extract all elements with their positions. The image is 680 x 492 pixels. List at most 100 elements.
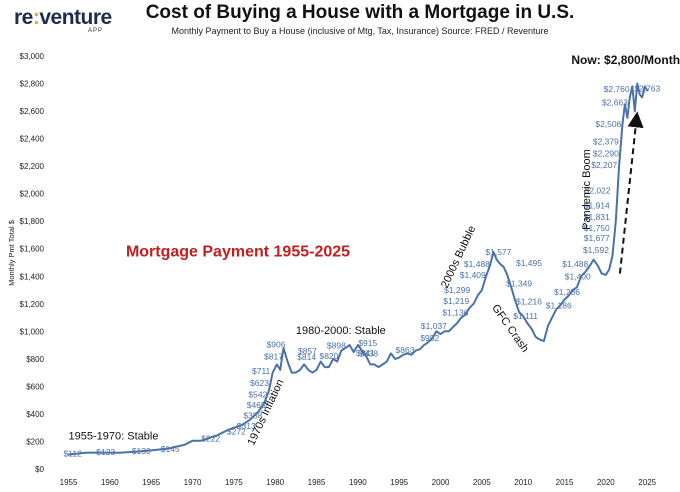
data-label: $857 bbox=[298, 346, 317, 356]
y-axis: $0 $200 $400 $600 $800 $1,000 $1,200 $1,400 $1,6… bbox=[20, 52, 45, 474]
x-tick-label: 1980 bbox=[266, 478, 284, 487]
data-label: $1,914 bbox=[584, 201, 610, 211]
data-label: $130 bbox=[132, 446, 151, 456]
chart-subtitle: Monthly Payment to Buy a House (inclusiv… bbox=[171, 26, 549, 36]
data-label: $863 bbox=[396, 345, 415, 355]
data-label: $1,216 bbox=[516, 297, 542, 307]
data-label: $1,488 bbox=[562, 259, 588, 269]
x-tick-label: 2020 bbox=[597, 478, 615, 487]
data-label: $906 bbox=[267, 339, 286, 349]
y-tick-label: $2,600 bbox=[20, 107, 45, 116]
y-tick-label: $2,800 bbox=[20, 80, 45, 89]
data-label: $915 bbox=[358, 338, 377, 348]
data-label: $2,506 bbox=[595, 119, 621, 129]
data-label: $2,022 bbox=[585, 186, 611, 196]
x-tick-label: 2000 bbox=[432, 478, 450, 487]
y-tick-label: $3,000 bbox=[20, 52, 45, 61]
y-tick-label: $400 bbox=[26, 410, 44, 419]
annotation: Mortgage Payment 1955-2025 bbox=[126, 243, 350, 260]
data-label: $1,488 bbox=[464, 259, 490, 269]
x-tick-label: 2010 bbox=[514, 478, 532, 487]
data-label: $711 bbox=[252, 366, 271, 376]
point-labels: $112 $123 $130 $145 $222 $272$313$388$465$542… bbox=[64, 84, 661, 459]
data-label: $1,299 bbox=[444, 285, 470, 295]
data-label: $1,592 bbox=[583, 245, 609, 255]
data-label: $814 bbox=[297, 352, 316, 362]
x-tick-label: 2015 bbox=[556, 478, 574, 487]
data-label: $838 bbox=[359, 349, 378, 359]
y-tick-label: $1,600 bbox=[20, 245, 45, 254]
data-label: $2,663 bbox=[602, 97, 628, 107]
data-label: $1,577 bbox=[485, 247, 511, 257]
series-group bbox=[67, 82, 649, 456]
data-label: $388 bbox=[243, 411, 262, 421]
x-tick-label: 1955 bbox=[60, 478, 78, 487]
data-label: $1,831 bbox=[584, 212, 610, 222]
data-label: $1,750 bbox=[584, 223, 610, 233]
annotation: 2000s Bubble bbox=[439, 224, 478, 290]
y-tick-label: $800 bbox=[26, 355, 44, 364]
data-label: $820 bbox=[319, 351, 338, 361]
data-label: $2,379 bbox=[593, 136, 619, 146]
data-label: $841 bbox=[356, 348, 375, 358]
data-label: $817 bbox=[264, 352, 283, 362]
data-label: $1,111 bbox=[513, 311, 538, 321]
data-label: $1,186 bbox=[546, 301, 572, 311]
data-label: $2,763 bbox=[634, 84, 660, 94]
data-label: $1,400 bbox=[565, 271, 591, 281]
data-label: $112 bbox=[64, 449, 83, 459]
data-label: $1,219 bbox=[443, 296, 469, 306]
y-tick-label: $2,200 bbox=[20, 162, 45, 171]
y-axis-label: Monthly Pmt Total $ bbox=[7, 219, 16, 286]
data-label: $952 bbox=[420, 333, 439, 343]
x-tick-label: 2025 bbox=[638, 478, 656, 487]
data-label: $1,409 bbox=[460, 270, 486, 280]
x-tick-label: 1970 bbox=[184, 478, 202, 487]
x-tick-label: 1960 bbox=[101, 478, 119, 487]
reventure-logo: re:venture APP bbox=[14, 6, 124, 36]
data-label: $465 bbox=[247, 400, 266, 410]
annotation: 1955-1970: Stable bbox=[69, 431, 159, 443]
x-tick-label: 1965 bbox=[142, 478, 160, 487]
series-line bbox=[67, 82, 649, 456]
data-label: $1,286 bbox=[554, 287, 580, 297]
data-label: $1,677 bbox=[584, 233, 610, 243]
annotation: Now: $2,800/Month bbox=[571, 53, 680, 67]
data-label: $623 bbox=[250, 378, 269, 388]
y-tick-label: $2,400 bbox=[20, 135, 45, 144]
annotation: Pandemic Boom bbox=[581, 149, 593, 230]
data-label: $2,760 bbox=[604, 84, 630, 94]
data-label: $123 bbox=[96, 447, 115, 457]
x-tick-label: 1985 bbox=[308, 478, 326, 487]
logo-sub: APP bbox=[88, 28, 104, 34]
y-tick-label: $600 bbox=[26, 382, 44, 391]
y-tick-label: $2,000 bbox=[20, 190, 45, 199]
data-label: $313 bbox=[237, 421, 256, 431]
logo-wordmark: re:venture bbox=[14, 6, 112, 29]
data-label: $1,136 bbox=[442, 308, 468, 318]
data-label: $222 bbox=[201, 433, 220, 443]
x-tick-label: 1995 bbox=[390, 478, 408, 487]
x-tick-label: 1975 bbox=[225, 478, 243, 487]
x-tick-label: 2005 bbox=[473, 478, 491, 487]
y-tick-label: $1,000 bbox=[20, 327, 45, 336]
data-label: $2,207 bbox=[591, 160, 617, 170]
data-label: $2,290 bbox=[593, 149, 619, 159]
data-label: $1,495 bbox=[516, 258, 542, 268]
y-tick-label: $0 bbox=[35, 465, 44, 474]
x-axis: 1955 1960 1965 1970 1975 1980 1985 1990 1995 2000… bbox=[60, 478, 657, 487]
y-tick-label: $1,400 bbox=[20, 272, 45, 281]
data-label: $1,349 bbox=[506, 278, 532, 288]
chart-title: Cost of Buying a House with a Mortgage i… bbox=[145, 2, 575, 23]
y-tick-label: $1,800 bbox=[20, 217, 45, 226]
y-tick-label: $1,200 bbox=[20, 300, 45, 309]
data-label: $272 bbox=[227, 427, 246, 437]
x-tick-label: 1990 bbox=[349, 478, 367, 487]
data-label: $542 bbox=[248, 389, 267, 399]
annotation: 1980-2000: Stable bbox=[296, 325, 386, 337]
data-label: $145 bbox=[161, 444, 180, 454]
data-label: $1,037 bbox=[421, 321, 447, 331]
y-tick-label: $200 bbox=[26, 437, 44, 446]
dashed-arrow bbox=[618, 111, 644, 274]
